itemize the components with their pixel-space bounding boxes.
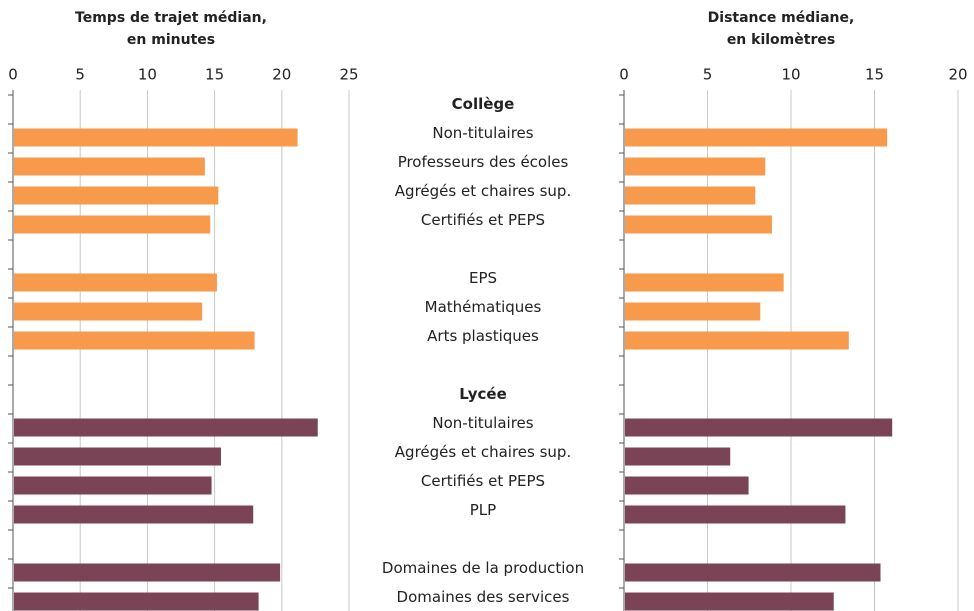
category-label: EPS — [469, 269, 497, 287]
x-tick-label: 15 — [205, 66, 224, 84]
panel-title: Temps de trajet médian, — [75, 10, 267, 26]
x-tick-label: 20 — [948, 66, 967, 84]
bar — [14, 563, 281, 582]
bar — [14, 157, 205, 176]
category-label: Certifiés et PEPS — [421, 211, 545, 229]
panel-title: Distance médiane, — [708, 10, 855, 26]
bar — [14, 476, 212, 495]
bar — [625, 563, 881, 582]
bar — [14, 186, 219, 205]
group-header: Lycée — [459, 385, 507, 403]
category-label: Domaines des services — [397, 588, 570, 606]
category-label: Non-titulaires — [432, 414, 533, 432]
x-tick-label: 0 — [8, 66, 18, 84]
category-label: Arts plastiques — [427, 327, 539, 345]
bar — [14, 128, 298, 147]
bar — [625, 505, 846, 524]
bar — [14, 418, 318, 437]
bar — [625, 418, 893, 437]
x-tick-label: 5 — [703, 66, 713, 84]
bar — [625, 592, 834, 611]
bar — [625, 447, 731, 466]
x-tick-label: 10 — [781, 66, 800, 84]
category-label: Agrégés et chaires sup. — [395, 182, 571, 200]
category-label: Domaines de la production — [382, 559, 584, 577]
bar — [625, 157, 766, 176]
bar — [14, 592, 259, 611]
category-label: Agrégés et chaires sup. — [395, 443, 571, 461]
bar — [14, 273, 217, 292]
bar — [625, 273, 784, 292]
bar — [625, 128, 888, 147]
x-tick-label: 25 — [339, 66, 358, 84]
category-label: Mathématiques — [425, 298, 542, 316]
panel-title: en kilomètres — [727, 32, 835, 48]
bar — [625, 215, 772, 234]
bar — [625, 331, 849, 350]
group-header: Collège — [452, 95, 515, 113]
bar — [14, 505, 254, 524]
x-tick-label: 0 — [619, 66, 629, 84]
bar — [625, 476, 749, 495]
x-tick-label: 10 — [138, 66, 157, 84]
x-tick-label: 15 — [865, 66, 884, 84]
category-label: Professeurs des écoles — [398, 153, 569, 171]
bar — [14, 302, 203, 321]
bar — [14, 447, 221, 466]
category-label: Non-titulaires — [432, 124, 533, 142]
bar — [14, 331, 255, 350]
x-tick-label: 5 — [75, 66, 85, 84]
category-label: PLP — [470, 501, 496, 519]
panel-title: en minutes — [127, 32, 215, 48]
x-tick-label: 20 — [272, 66, 291, 84]
bar — [625, 302, 761, 321]
bar — [14, 215, 211, 234]
bar — [625, 186, 756, 205]
category-label: Certifiés et PEPS — [421, 472, 545, 490]
